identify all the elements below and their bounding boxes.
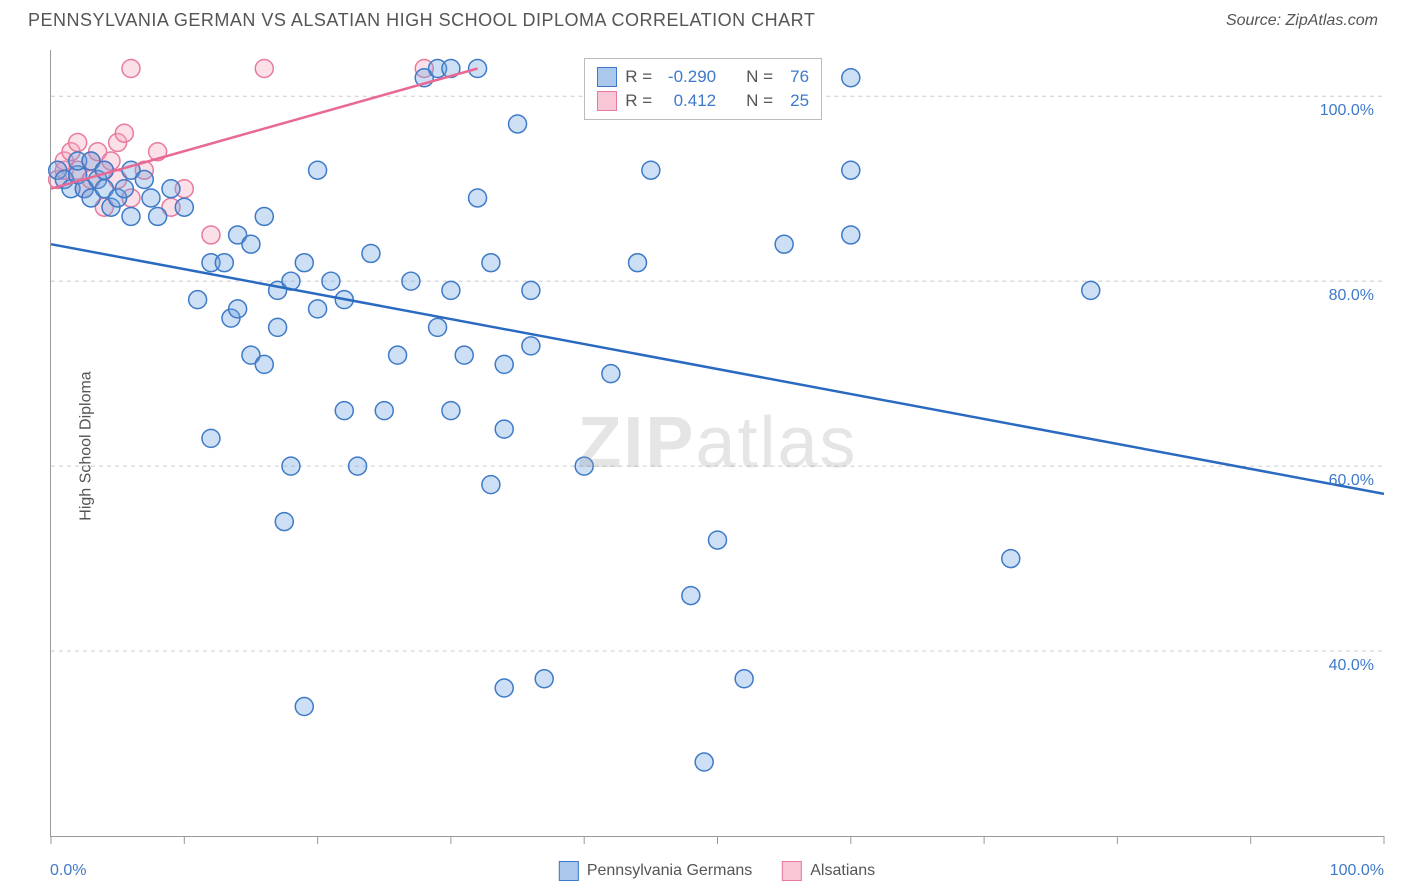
chart-title: PENNSYLVANIA GERMAN VS ALSATIAN HIGH SCH… [28, 10, 815, 31]
plot-area: ZIPatlas R = -0.290N = 76R = 0.412N = 25… [50, 50, 1384, 837]
stats-swatch [597, 91, 617, 111]
y-tick-label: 40.0% [1329, 657, 1374, 675]
y-tick-label: 80.0% [1329, 287, 1374, 305]
stats-swatch [597, 67, 617, 87]
x-axis-footer: 0.0% Pennsylvania Germans Alsatians 100.0… [50, 862, 1384, 880]
stats-row: R = 0.412N = 25 [597, 89, 809, 113]
stats-legend: R = -0.290N = 76R = 0.412N = 25 [584, 58, 822, 120]
x-axis-end-label: 100.0% [1330, 862, 1384, 880]
x-axis-start-label: 0.0% [50, 862, 86, 880]
chart-header: PENNSYLVANIA GERMAN VS ALSATIAN HIGH SCH… [0, 0, 1406, 31]
chart-svg [51, 50, 1384, 836]
legend-swatch [559, 861, 579, 881]
legend-item: Pennsylvania Germans [559, 861, 752, 881]
legend-item: Alsatians [782, 861, 875, 881]
series-legend: Pennsylvania Germans Alsatians [559, 861, 875, 881]
legend-label: Alsatians [810, 862, 875, 880]
y-tick-label: 60.0% [1329, 472, 1374, 490]
legend-swatch [782, 861, 802, 881]
stats-row: R = -0.290N = 76 [597, 65, 809, 89]
legend-label: Pennsylvania Germans [587, 862, 752, 880]
chart-source: Source: ZipAtlas.com [1226, 12, 1378, 30]
y-tick-label: 100.0% [1320, 102, 1374, 120]
